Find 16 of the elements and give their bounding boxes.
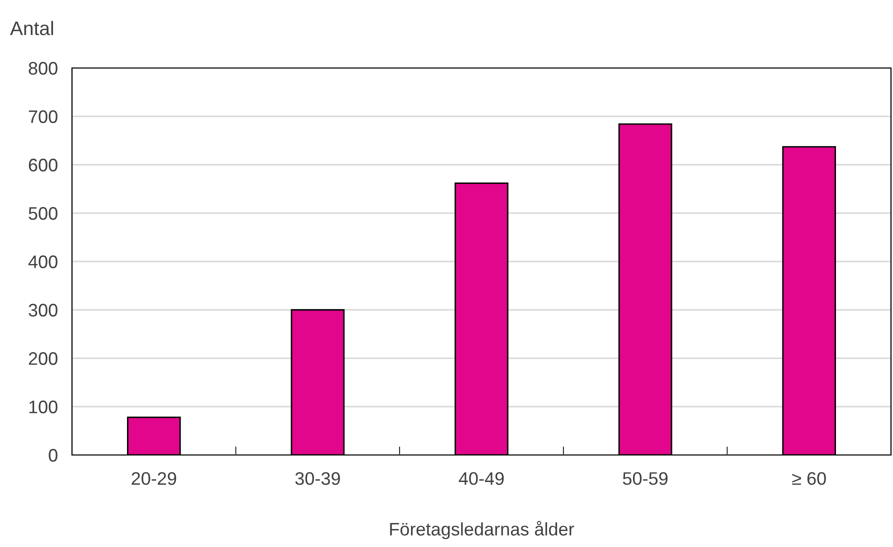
x-tick-label: 40-49 — [458, 472, 504, 485]
x-axis-title: Företagsledarnas ålder — [390, 520, 574, 540]
x-tick-label: 30-39 — [295, 472, 340, 485]
y-tick-label: 400 — [28, 255, 58, 268]
y-tick-label: 200 — [28, 352, 58, 365]
y-tick-label: 100 — [29, 400, 58, 414]
y-tick-label: 500 — [28, 207, 58, 220]
y-tick-label: 300 — [28, 304, 58, 317]
y-tick-label: 600 — [28, 158, 58, 172]
y-tick-label: 700 — [28, 110, 58, 124]
x-tick-label: 20-29 — [132, 472, 176, 485]
x-tick-label: ≥ 60 — [792, 472, 826, 485]
y-axis-title: Antal — [10, 20, 54, 36]
x-tick-label: 50-59 — [622, 472, 668, 485]
y-tick-label: 0 — [48, 448, 58, 462]
y-tick-label: 800 — [28, 62, 58, 75]
